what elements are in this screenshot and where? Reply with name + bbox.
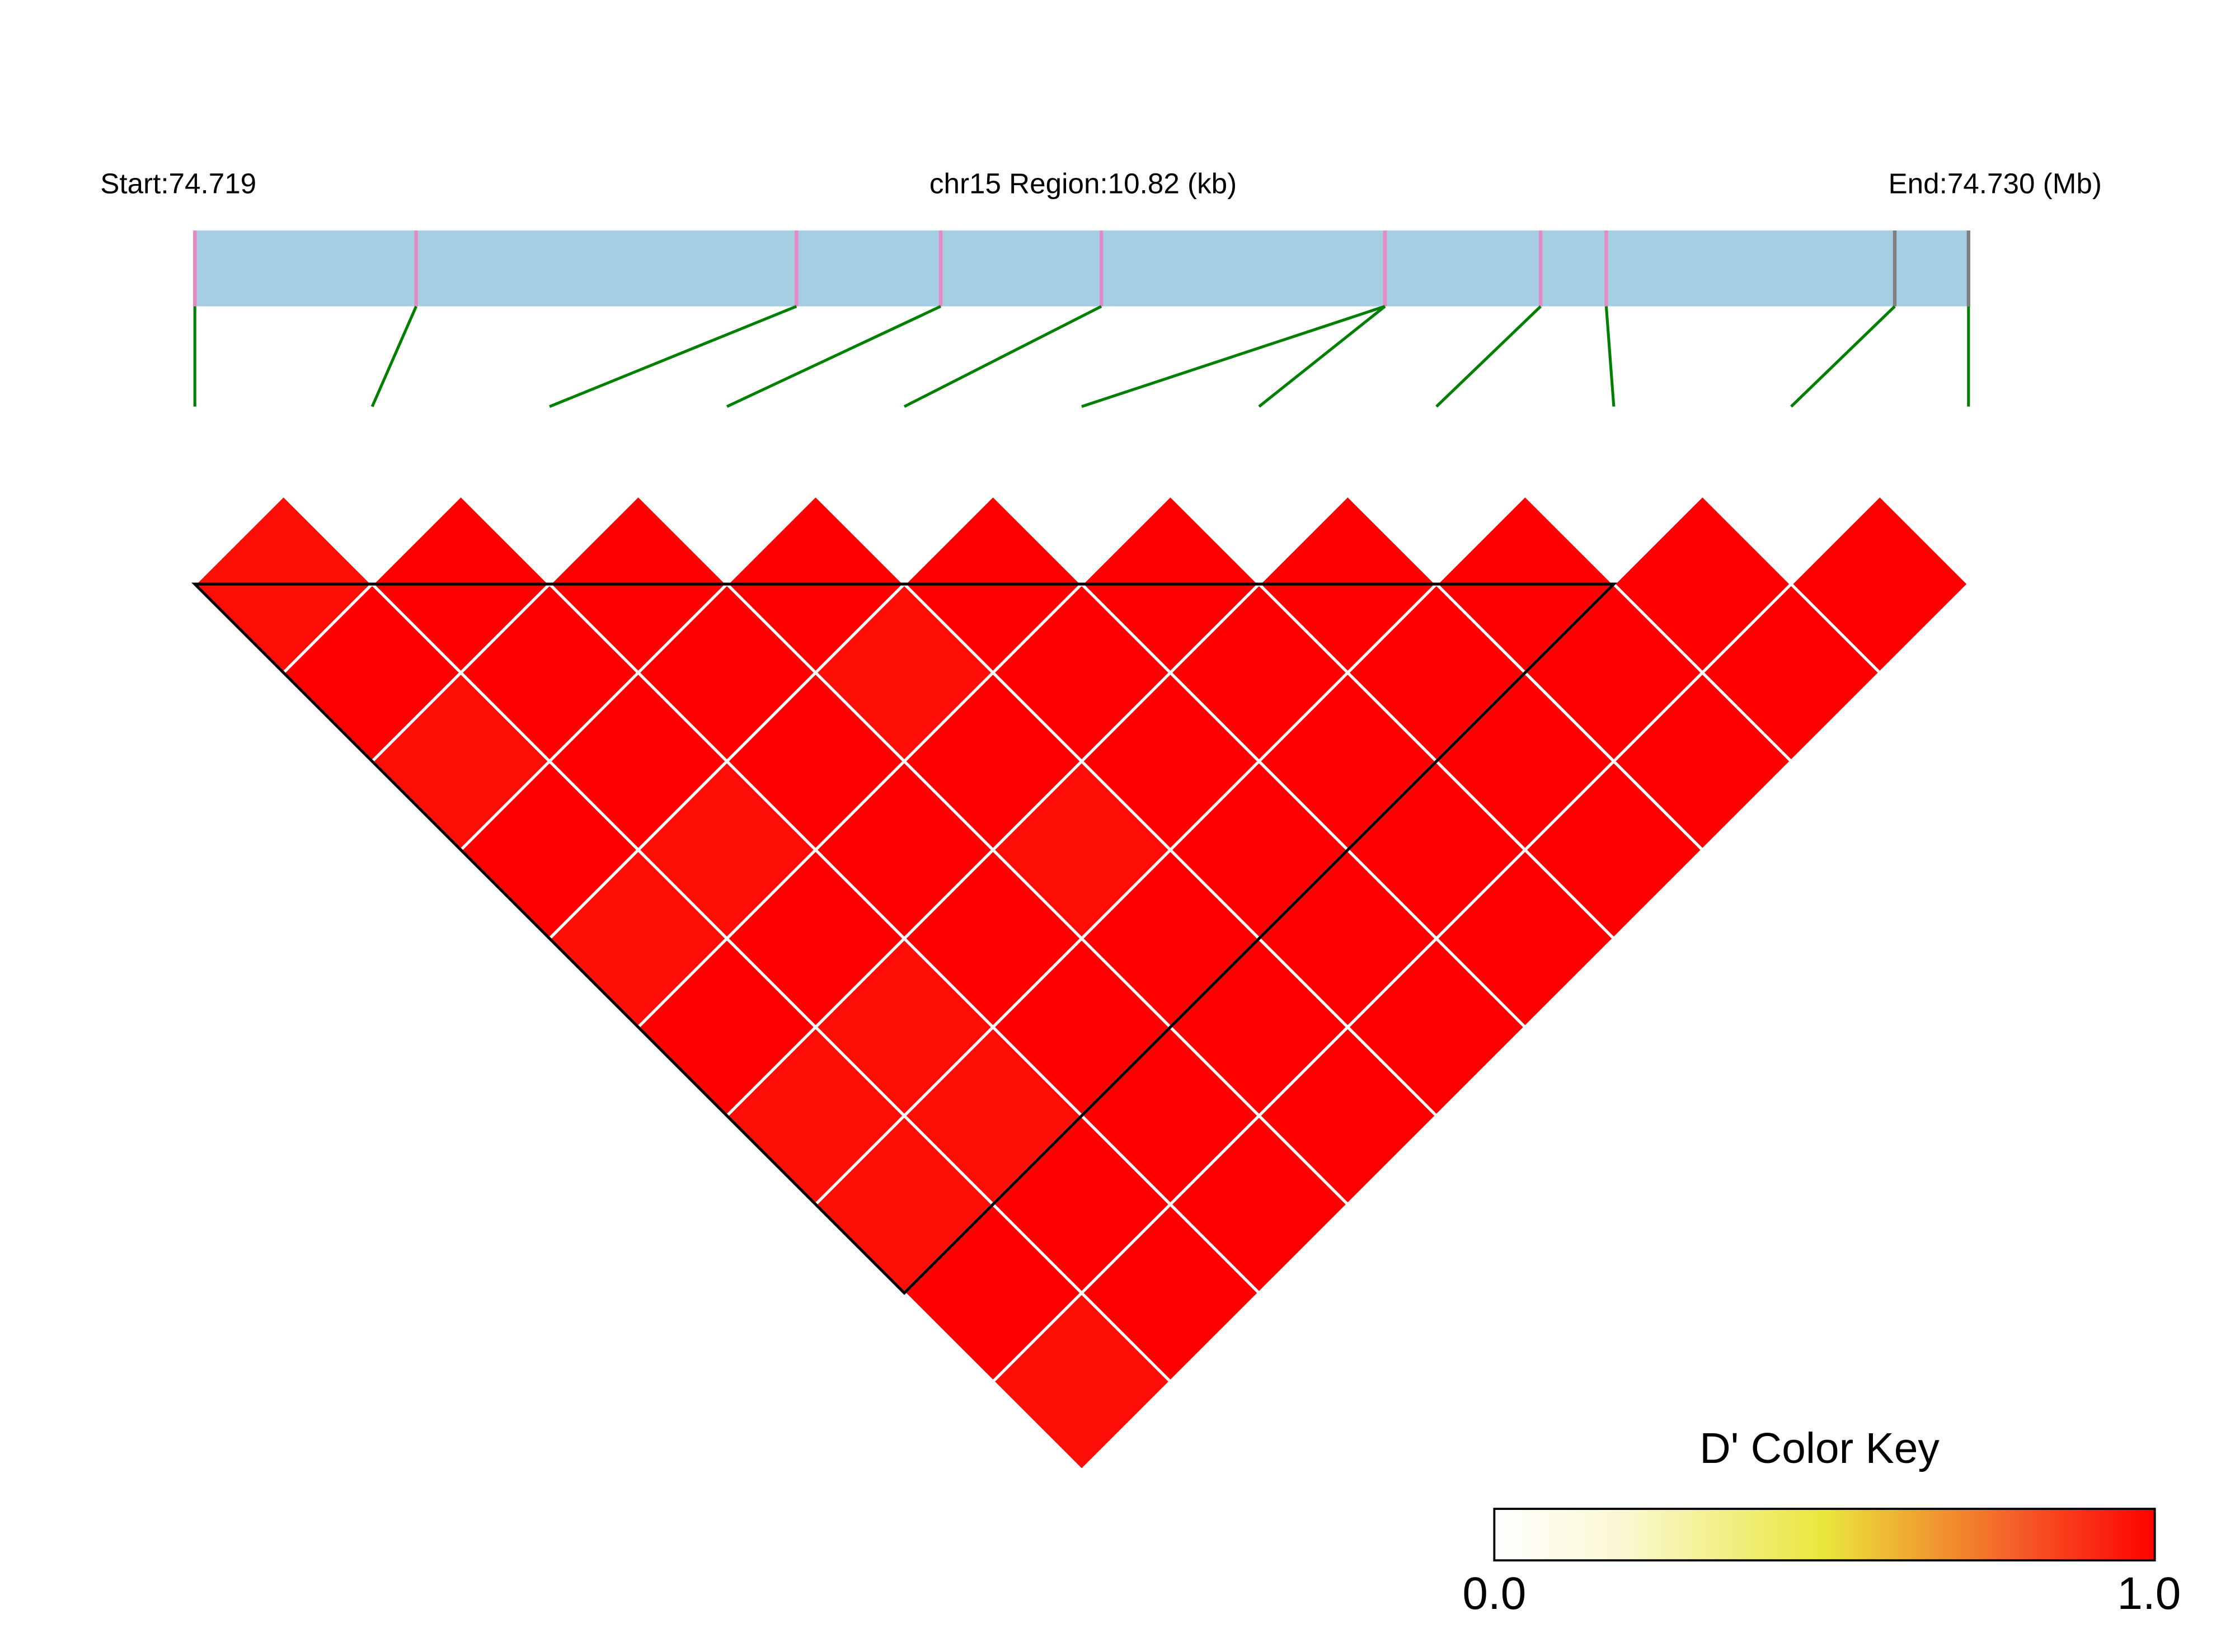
snp-connectors [193,305,1970,408]
color-key-min-label: 0.0 [1462,1568,1526,1619]
snp-connector-line [903,305,1102,408]
color-key-bar [1493,1508,2156,1562]
snp-connector-line [1435,305,1542,408]
snp-connector-line [1081,305,1386,408]
snp-connector-line [1258,305,1386,408]
color-key-max-label: 1.0 [2117,1568,2181,1619]
snp-connector-line [1604,306,1616,407]
ld-cell [1789,493,1971,675]
start-label: Start:74.719 [100,167,256,199]
snp-connector-line [370,305,418,407]
snp-connector-line [1790,305,1896,408]
color-key-title: D' Color Key [1699,1424,1940,1472]
region-label: chr15 Region:10.82 (kb) [929,167,1237,199]
heatmap-cells [192,493,1971,1472]
snp-connector-line [549,305,797,408]
ld-block-outline [191,582,1618,1295]
genomic-region-bar [195,230,1969,307]
end-label: End:74.730 (Mb) [1889,167,2102,199]
snp-connector-line [726,305,942,408]
snp-ticks [192,230,1970,307]
